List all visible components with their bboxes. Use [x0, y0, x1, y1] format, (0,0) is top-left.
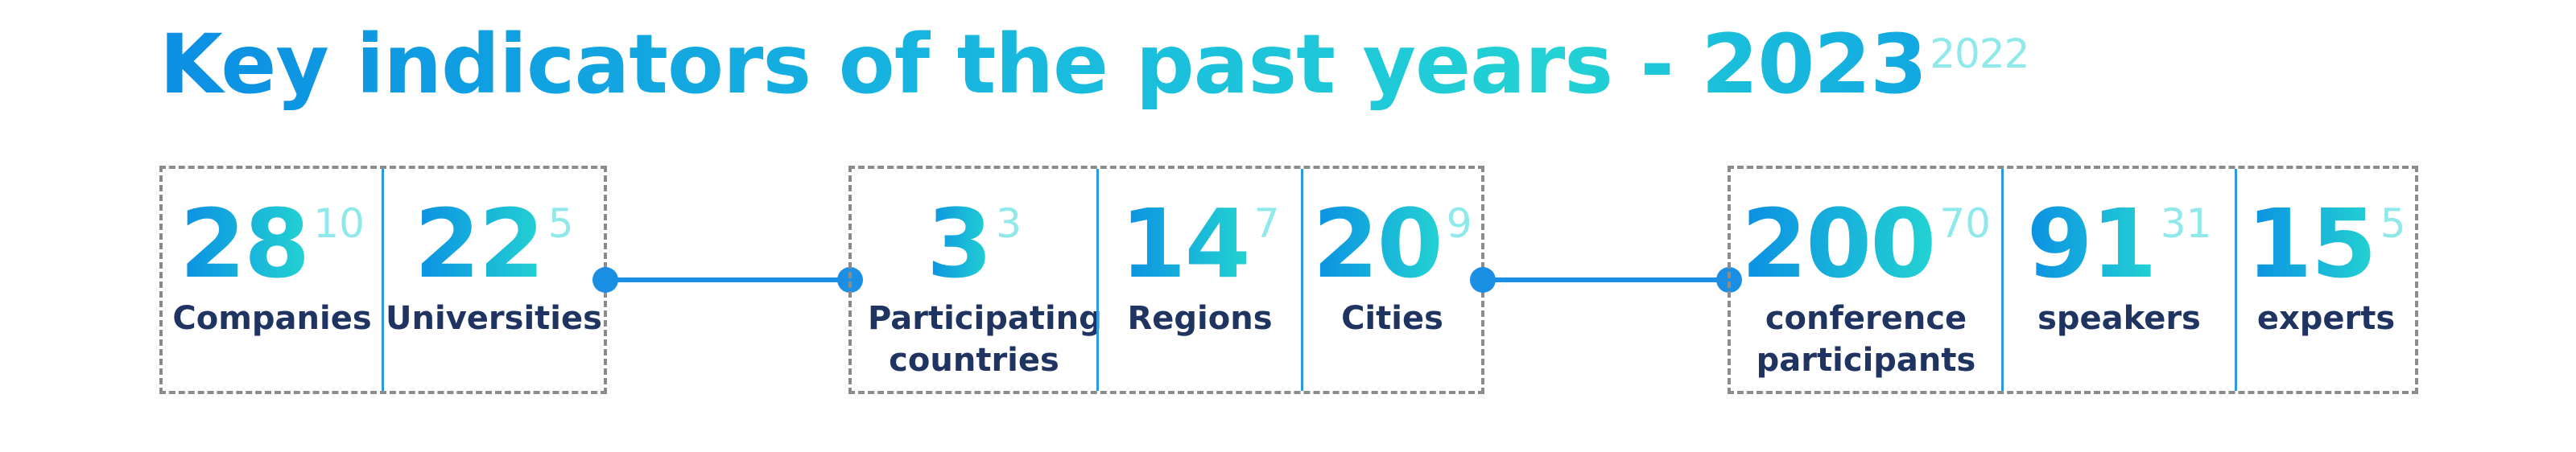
indicator-value: 15	[2246, 188, 2376, 299]
indicator-label: Regions	[1127, 300, 1273, 337]
indicator-previous-value: 3	[996, 200, 1022, 247]
indicator-previous-value: 7	[1253, 200, 1280, 247]
indicator-universities: 22 5 Universities	[382, 169, 604, 391]
indicator-previous-value: 9	[1446, 200, 1472, 247]
connector-line	[1470, 267, 1742, 293]
indicator-value: 28	[180, 188, 310, 299]
connector-dot	[1470, 267, 1496, 293]
indicator-label: experts	[2256, 300, 2396, 337]
indicator-participants: 200 70 conference participants	[1731, 169, 2001, 391]
indicator-group-education: 28 10 Companies 22 5 Universities	[159, 166, 607, 394]
indicator-value: 20	[1312, 188, 1443, 299]
indicator-label: conference participants	[1756, 300, 1976, 379]
page-title: Key indicators of the past years - 20232…	[159, 5, 2029, 125]
indicator-previous-value: 31	[2160, 200, 2212, 247]
indicator-value: 91	[2026, 188, 2157, 299]
indicator-group-conference: 200 70 conference participants 91 31 spe…	[1728, 166, 2418, 394]
indicator-countries: 3 3 Participating countries	[852, 169, 1102, 391]
connector-line	[592, 267, 863, 293]
indicator-label: speakers	[2037, 300, 2201, 337]
indicator-label: Companies	[172, 300, 372, 337]
indicator-label: Participating countries	[868, 300, 1102, 379]
indicator-value: 200	[1741, 188, 1936, 299]
title-text: Key indicators of the past years - 2023	[159, 17, 1927, 113]
indicator-previous-value: 5	[547, 200, 574, 247]
indicator-label: Universities	[386, 300, 602, 337]
indicator-previous-value: 10	[313, 200, 365, 247]
indicator-companies: 28 10 Companies	[163, 169, 382, 391]
indicator-speakers: 91 31 speakers	[2001, 169, 2235, 391]
indicator-value: 3	[927, 188, 993, 299]
indicator-value: 22	[414, 188, 544, 299]
indicator-cities: 20 9 Cities	[1301, 169, 1481, 391]
indicator-experts: 15 5 experts	[2235, 169, 2415, 391]
indicator-value: 14	[1120, 188, 1250, 299]
indicator-previous-value: 5	[2380, 200, 2406, 247]
indicator-regions: 14 7 Regions	[1096, 169, 1301, 391]
connector-dot	[592, 267, 618, 293]
title-superscript: 2022	[1930, 31, 2029, 77]
indicator-label: Cities	[1341, 300, 1443, 337]
indicator-group-geography: 3 3 Participating countries 14 7 Regions…	[848, 166, 1484, 394]
indicator-previous-value: 70	[1939, 200, 1991, 247]
